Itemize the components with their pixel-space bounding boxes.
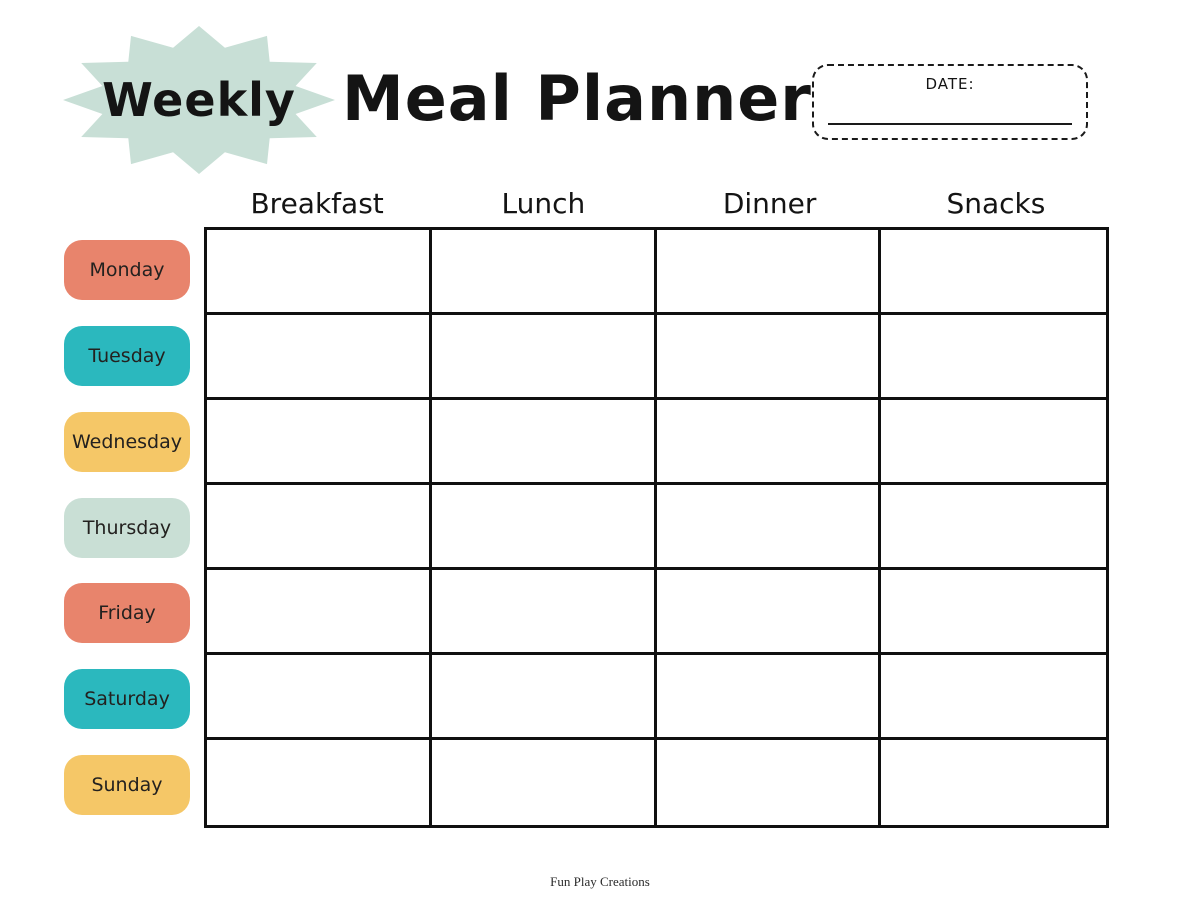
cell-monday-breakfast[interactable]: [207, 230, 432, 315]
cell-tuesday-dinner[interactable]: [656, 315, 882, 400]
pill-slot: Saturday: [64, 656, 190, 742]
pill-slot: Wednesday: [64, 399, 190, 485]
pill-slot: Sunday: [64, 742, 190, 828]
cell-friday-breakfast[interactable]: [207, 570, 432, 655]
cell-monday-snacks[interactable]: [881, 230, 1106, 315]
cell-tuesday-lunch[interactable]: [431, 315, 657, 400]
cell-saturday-breakfast[interactable]: [207, 655, 432, 740]
cell-saturday-dinner[interactable]: [656, 655, 882, 740]
cell-friday-lunch[interactable]: [431, 570, 657, 655]
cell-sunday-dinner[interactable]: [657, 740, 882, 825]
cell-thursday-lunch[interactable]: [431, 485, 657, 570]
column-header-snacks: Snacks: [946, 187, 1046, 220]
cell-saturday-lunch[interactable]: [431, 655, 657, 740]
cell-friday-dinner[interactable]: [656, 570, 882, 655]
meal-grid: [204, 227, 1109, 828]
cell-thursday-snacks[interactable]: [881, 485, 1106, 570]
badge-label: Weekly: [102, 73, 296, 127]
column-header-breakfast: Breakfast: [250, 187, 384, 220]
day-pill-sunday: Sunday: [64, 755, 190, 816]
cell-thursday-breakfast[interactable]: [207, 485, 432, 570]
pill-slot: Friday: [64, 570, 190, 656]
cell-friday-snacks[interactable]: [881, 570, 1106, 655]
pill-slot: Monday: [64, 227, 190, 313]
cell-monday-dinner[interactable]: [656, 230, 882, 315]
day-pill-thursday: Thursday: [64, 497, 190, 558]
cell-sunday-breakfast[interactable]: [207, 740, 432, 825]
cell-wednesday-breakfast[interactable]: [207, 400, 432, 485]
date-input-line[interactable]: [827, 123, 1073, 125]
date-box: DATE:: [812, 64, 1088, 140]
starburst-shape: [63, 26, 335, 174]
cell-saturday-snacks[interactable]: [881, 655, 1106, 740]
date-label: DATE:: [925, 75, 975, 93]
pill-slot: Tuesday: [64, 313, 190, 399]
weekly-badge: Weekly: [60, 24, 338, 176]
pill-slot: Thursday: [64, 485, 190, 571]
cell-tuesday-breakfast[interactable]: [207, 315, 432, 400]
column-header-lunch: Lunch: [501, 187, 586, 220]
cell-wednesday-lunch[interactable]: [431, 400, 657, 485]
footer-credit: Fun Play Creations: [550, 874, 650, 889]
day-pill-tuesday: Tuesday: [64, 325, 190, 386]
cell-wednesday-dinner[interactable]: [656, 400, 882, 485]
day-pill-friday: Friday: [64, 583, 190, 644]
cell-thursday-dinner[interactable]: [656, 485, 882, 570]
meal-headers: Breakfast Lunch Dinner Snacks: [204, 180, 1109, 224]
day-pills: Monday Tuesday Wednesday Thursday Friday…: [64, 227, 190, 828]
cell-sunday-snacks[interactable]: [881, 740, 1106, 825]
page-title: Meal Planner: [342, 61, 812, 135]
cell-monday-lunch[interactable]: [431, 230, 657, 315]
cell-sunday-lunch[interactable]: [432, 740, 657, 825]
day-pill-wednesday: Wednesday: [64, 411, 190, 472]
day-pill-monday: Monday: [64, 239, 190, 300]
cell-wednesday-snacks[interactable]: [881, 400, 1106, 485]
cell-tuesday-snacks[interactable]: [881, 315, 1106, 400]
column-header-dinner: Dinner: [722, 187, 817, 220]
day-pill-saturday: Saturday: [64, 669, 190, 730]
